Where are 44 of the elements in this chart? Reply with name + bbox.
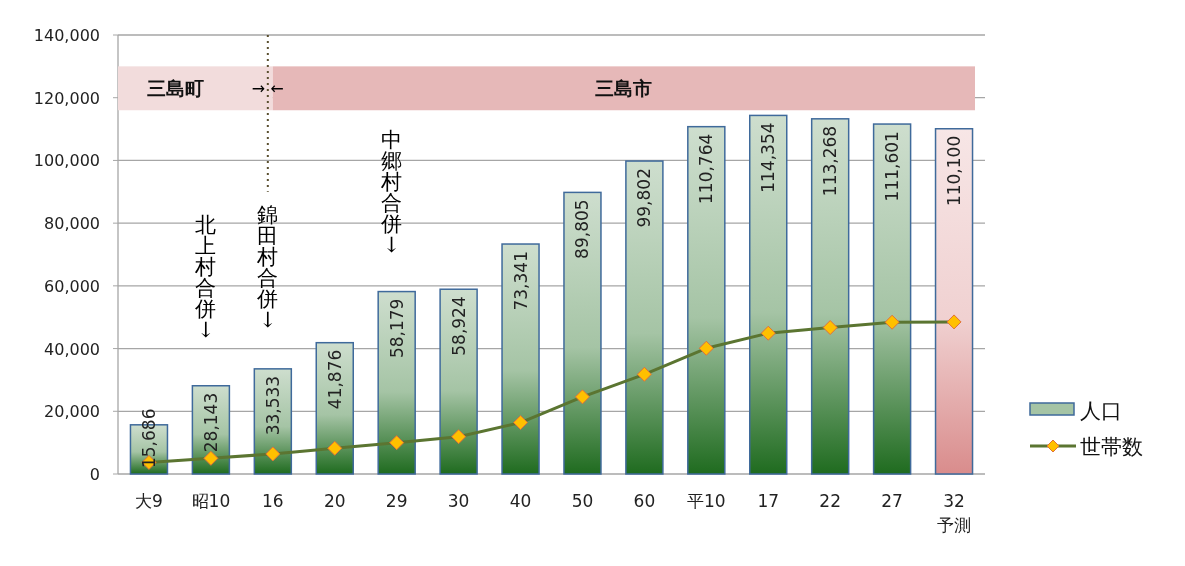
- x-tick-label: 50: [571, 491, 594, 511]
- data-label: 113,268: [820, 125, 841, 197]
- ref-line-label: → ←: [251, 79, 284, 99]
- y-tick-label: 140,000: [33, 26, 100, 45]
- y-tick-label: 120,000: [33, 88, 100, 108]
- y-tick-label: 40,000: [44, 339, 100, 359]
- data-label: 58,179: [386, 298, 407, 359]
- x-tick-label: 60: [633, 491, 656, 511]
- data-label: 99,802: [634, 168, 655, 228]
- x-tick-label: 40: [509, 491, 532, 511]
- data-label: 28,143: [200, 392, 221, 453]
- x-tick-label: 17: [757, 491, 780, 511]
- x-tick-label: 29: [385, 491, 408, 511]
- data-label: 110,100: [944, 135, 965, 207]
- x-tick-label: 27: [881, 491, 903, 511]
- x-tick-label: 昭10: [191, 491, 231, 511]
- legend-label: 人口: [1080, 399, 1122, 423]
- x-tick-label: 16: [262, 491, 284, 511]
- data-label: 41,876: [324, 349, 345, 410]
- y-tick-label: 20,000: [44, 402, 100, 422]
- y-tick-label: 0: [89, 465, 100, 484]
- data-label: 110,764: [696, 133, 717, 204]
- data-label: 73,341: [510, 251, 531, 311]
- x-tick-label: 大9: [135, 491, 163, 511]
- x-tick-label: 32 予測: [937, 491, 972, 535]
- x-tick-label: 30: [447, 491, 470, 511]
- band-label: 三島町: [146, 77, 204, 100]
- y-tick-label: 100,000: [33, 151, 100, 171]
- band-label: 三島市: [595, 77, 653, 100]
- x-tick-label: 平10: [687, 491, 726, 511]
- legend-label: 世帯数: [1080, 435, 1143, 459]
- x-tick-label: 20: [323, 491, 346, 511]
- data-label: 58,924: [448, 296, 469, 356]
- data-label: 111,601: [882, 131, 903, 202]
- annotation: 中郷村合併↓: [380, 128, 403, 257]
- annotation: 北上村合併↓: [194, 213, 217, 342]
- annotation: 錦田村合併↓: [256, 203, 279, 332]
- data-label: 89,805: [572, 199, 593, 259]
- data-label: 33,533: [262, 375, 283, 436]
- data-label: 15,686: [138, 408, 159, 468]
- y-tick-label: 60,000: [44, 276, 100, 296]
- y-tick-label: 80,000: [44, 214, 100, 234]
- data-label: 114,354: [758, 122, 779, 193]
- x-tick-label: 22: [819, 491, 841, 511]
